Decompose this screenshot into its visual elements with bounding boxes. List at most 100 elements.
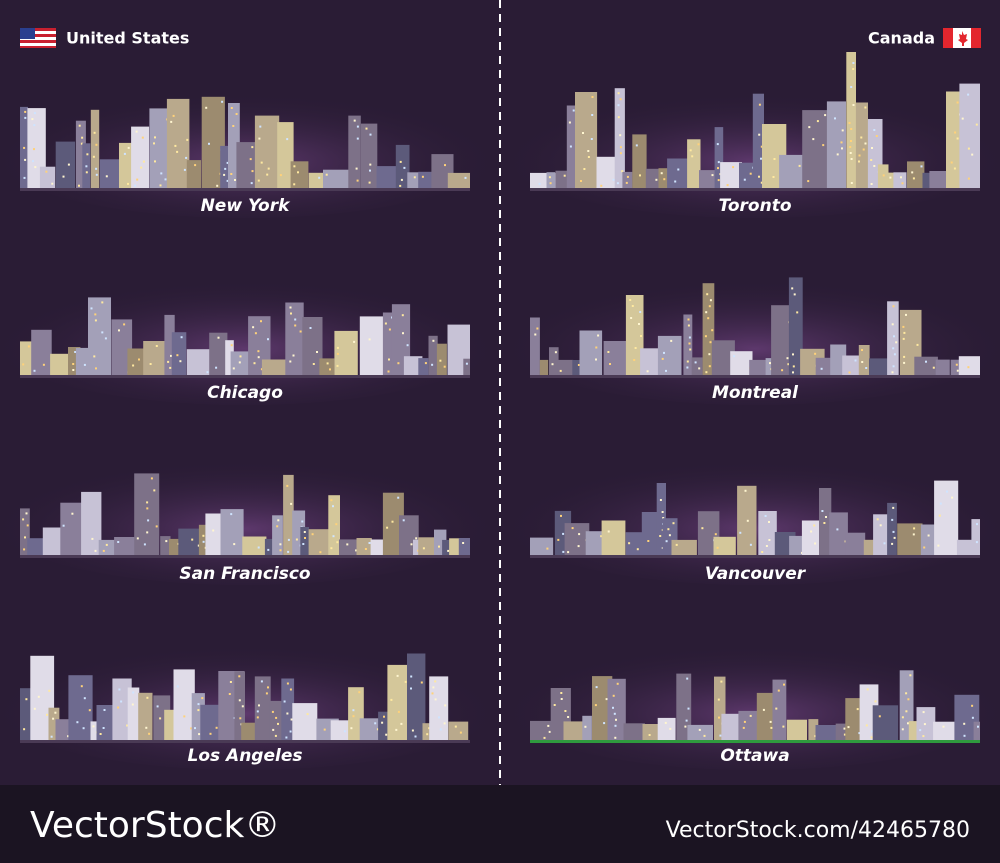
building xyxy=(908,721,919,740)
window xyxy=(534,333,537,336)
window xyxy=(871,147,873,149)
window xyxy=(402,519,405,522)
window xyxy=(901,716,904,719)
window xyxy=(422,547,425,550)
window xyxy=(912,177,915,180)
window xyxy=(117,706,120,709)
window xyxy=(311,533,314,536)
window xyxy=(902,325,905,328)
building xyxy=(81,491,102,555)
building xyxy=(579,330,603,375)
ground xyxy=(20,375,470,378)
window xyxy=(33,369,36,372)
building xyxy=(950,359,961,375)
building xyxy=(563,721,588,740)
window xyxy=(258,704,260,707)
building xyxy=(382,492,404,555)
window xyxy=(176,150,179,153)
window xyxy=(46,713,48,716)
building xyxy=(601,520,626,555)
skyline xyxy=(530,670,980,743)
window xyxy=(290,312,292,315)
window xyxy=(136,537,139,540)
window xyxy=(967,366,970,369)
window xyxy=(304,537,306,539)
window xyxy=(612,706,614,709)
window xyxy=(758,103,761,106)
building xyxy=(90,721,101,740)
window xyxy=(733,355,736,358)
window xyxy=(861,361,864,363)
country-label: Canada xyxy=(868,29,935,48)
window xyxy=(746,519,749,522)
building xyxy=(269,700,282,740)
building xyxy=(348,115,361,188)
window xyxy=(822,144,825,147)
window xyxy=(891,518,894,521)
window xyxy=(647,540,650,542)
window xyxy=(543,736,546,739)
building xyxy=(713,536,736,555)
window xyxy=(577,364,580,366)
window xyxy=(336,352,339,355)
window xyxy=(67,163,70,166)
window xyxy=(146,501,149,504)
skyline xyxy=(530,480,980,558)
building xyxy=(929,171,949,188)
window xyxy=(563,174,566,177)
window xyxy=(614,724,617,727)
window xyxy=(289,360,292,363)
building xyxy=(75,347,91,375)
window xyxy=(902,337,905,340)
window xyxy=(760,157,762,160)
window xyxy=(136,178,139,181)
window xyxy=(169,366,172,369)
window xyxy=(669,727,672,730)
window xyxy=(424,362,427,365)
window xyxy=(397,710,400,713)
window xyxy=(825,516,827,518)
window xyxy=(410,687,412,690)
window xyxy=(841,147,843,150)
building xyxy=(209,332,228,375)
building xyxy=(575,92,598,188)
building xyxy=(220,509,244,555)
window xyxy=(292,354,295,357)
window xyxy=(634,347,637,349)
window xyxy=(971,716,974,719)
window xyxy=(156,705,159,708)
window xyxy=(796,311,799,314)
building xyxy=(585,531,604,555)
window xyxy=(80,142,83,145)
building xyxy=(971,519,980,555)
window xyxy=(356,179,359,182)
window xyxy=(257,350,260,353)
building xyxy=(887,301,899,375)
window xyxy=(639,174,641,177)
window xyxy=(306,713,309,716)
window xyxy=(744,489,747,492)
window xyxy=(387,370,390,373)
window xyxy=(146,531,149,534)
window xyxy=(147,519,150,522)
window xyxy=(369,133,372,136)
window xyxy=(625,181,628,184)
building xyxy=(164,709,177,740)
window xyxy=(131,703,134,706)
window xyxy=(91,537,94,540)
window xyxy=(289,730,292,733)
window xyxy=(215,366,218,369)
window xyxy=(186,138,189,141)
window xyxy=(134,184,137,187)
city-label: Los Angeles xyxy=(188,746,303,766)
building xyxy=(730,351,753,375)
window xyxy=(266,173,269,176)
city-label: Vancouver xyxy=(705,564,807,584)
window xyxy=(923,723,926,726)
building xyxy=(395,144,410,188)
window xyxy=(660,172,663,175)
window xyxy=(849,146,852,148)
ground xyxy=(530,375,980,378)
window xyxy=(257,356,260,359)
window xyxy=(92,725,95,728)
